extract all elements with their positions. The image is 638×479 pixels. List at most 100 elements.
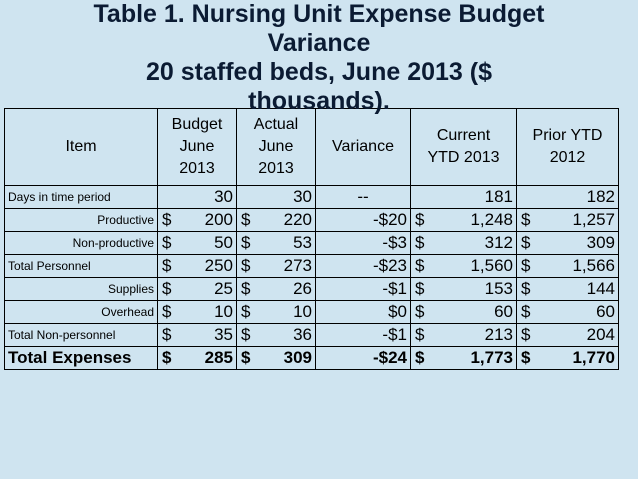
cell-current-ytd: $153 (410, 277, 517, 301)
amount: 10 (293, 302, 312, 321)
currency-sign: $ (521, 279, 531, 298)
row-label: Overhead (4, 300, 158, 324)
amount: 25 (214, 279, 233, 298)
currency-sign: $ (521, 256, 531, 275)
cell-current-ytd: $1,773 (410, 346, 517, 370)
cell-variance: -$23 (315, 254, 411, 278)
header-current-ytd: Current YTD 2013 (410, 108, 517, 186)
amount: 213 (484, 325, 513, 344)
currency-sign: $ (241, 302, 251, 321)
row-label: Total Personnel (4, 254, 158, 278)
currency-sign: $ (415, 279, 425, 298)
header-budget-line: June (179, 138, 215, 155)
cell-current-ytd: $60 (410, 300, 517, 324)
amount: 26 (293, 279, 312, 298)
header-budget-line: Budget (171, 116, 223, 133)
amount: 1,770 (572, 348, 615, 367)
amount: 309 (586, 233, 615, 252)
currency-sign: $ (415, 210, 425, 229)
amount: 250 (204, 256, 233, 275)
currency-sign: $ (415, 325, 425, 344)
row-label: Supplies (4, 277, 158, 301)
currency-sign: $ (415, 302, 425, 321)
budget-table-container: Item Budget June 2013 Actual June 2013 V (4, 108, 619, 370)
header-variance: Variance (315, 108, 411, 186)
currency-sign: $ (241, 256, 251, 275)
cell-budget: $25 (157, 277, 237, 301)
cell-budget: $285 (157, 346, 237, 370)
currency-sign: $ (521, 348, 531, 367)
cell-budget: $200 (157, 208, 237, 232)
currency-sign: $ (241, 233, 251, 252)
header-prior-line: 2012 (549, 149, 586, 166)
cell-prior-ytd: $1,566 (516, 254, 619, 278)
row-label: Productive (4, 208, 158, 232)
cell-prior-ytd: $309 (516, 231, 619, 255)
cell-prior-ytd: $204 (516, 323, 619, 347)
cell-variance: -$20 (315, 208, 411, 232)
header-current-line: YTD 2013 (427, 149, 500, 166)
currency-sign: $ (241, 348, 251, 367)
currency-sign: $ (162, 210, 172, 229)
header-prior-line: Prior YTD (532, 127, 603, 144)
header-actual-line: Actual (253, 116, 299, 133)
amount: 309 (283, 348, 312, 367)
amount: 36 (293, 325, 312, 344)
amount: 1,248 (470, 210, 513, 229)
table-row: Days in time period 30 30 -- 181 182 (4, 185, 619, 209)
amount: 35 (214, 325, 233, 344)
cell-current-ytd: 181 (410, 185, 517, 209)
currency-sign: $ (162, 348, 172, 367)
title-line-1: Table 1. Nursing Unit Expense Budget (93, 0, 545, 28)
total-label: Total Expenses (4, 346, 158, 370)
header-budget-line: 2013 (179, 160, 215, 177)
currency-sign: $ (521, 210, 531, 229)
amount: 10 (214, 302, 233, 321)
header-actual-line: June (258, 138, 294, 155)
table-row: Non-productive $50 $53 -$3 $312 $309 (4, 231, 619, 255)
cell-current-ytd: $1,248 (410, 208, 517, 232)
cell-actual: $10 (236, 300, 316, 324)
amount: 153 (484, 279, 513, 298)
currency-sign: $ (241, 210, 251, 229)
amount: 1,773 (470, 348, 513, 367)
budget-variance-table: Item Budget June 2013 Actual June 2013 V (4, 108, 619, 370)
table-row: Total Personnel $250 $273 -$23 $1,560 $1… (4, 254, 619, 278)
cell-variance: -$1 (315, 277, 411, 301)
title-line-3: 20 staffed beds, June 2013 ($ (146, 58, 492, 86)
title-line-2: Variance (267, 29, 371, 57)
currency-sign: $ (521, 325, 531, 344)
cell-variance: -- (315, 185, 411, 209)
header-actual-line: 2013 (258, 160, 294, 177)
row-label: Total Non-personnel (4, 323, 158, 347)
cell-budget: 30 (157, 185, 237, 209)
currency-sign: $ (415, 348, 425, 367)
amount: 50 (214, 233, 233, 252)
cell-budget: $250 (157, 254, 237, 278)
cell-actual: $26 (236, 277, 316, 301)
currency-sign: $ (415, 233, 425, 252)
amount: 53 (293, 233, 312, 252)
currency-sign: $ (415, 256, 425, 275)
amount: 1,566 (572, 256, 615, 275)
currency-sign: $ (162, 256, 172, 275)
cell-actual: $53 (236, 231, 316, 255)
amount: 200 (204, 210, 233, 229)
cell-current-ytd: $213 (410, 323, 517, 347)
table-row: Productive $200 $220 -$20 $1,248 $1,257 (4, 208, 619, 232)
cell-actual: $36 (236, 323, 316, 347)
currency-sign: $ (521, 302, 531, 321)
header-prior-ytd: Prior YTD 2012 (516, 108, 619, 186)
cell-current-ytd: $1,560 (410, 254, 517, 278)
table-row: Supplies $25 $26 -$1 $153 $144 (4, 277, 619, 301)
currency-sign: $ (162, 279, 172, 298)
cell-actual: $309 (236, 346, 316, 370)
header-item: Item (4, 108, 158, 186)
row-label: Non-productive (4, 231, 158, 255)
row-label: Days in time period (4, 185, 158, 209)
cell-budget: $50 (157, 231, 237, 255)
currency-sign: $ (241, 279, 251, 298)
amount: 1,560 (470, 256, 513, 275)
currency-sign: $ (162, 325, 172, 344)
cell-prior-ytd: 182 (516, 185, 619, 209)
